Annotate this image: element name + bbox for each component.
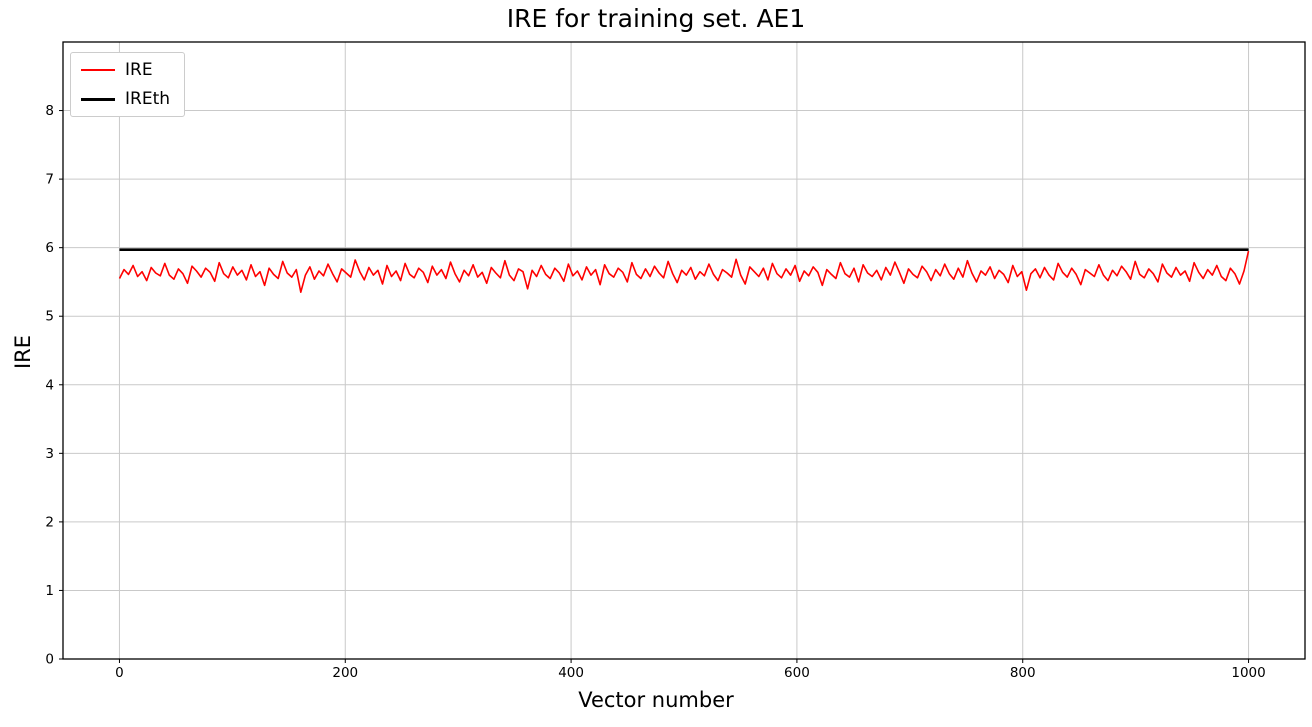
y-tick-label: 4: [45, 377, 54, 393]
y-tick-label: 7: [45, 172, 54, 188]
x-tick-label: 600: [784, 665, 810, 681]
y-tick-label: 8: [45, 103, 54, 119]
x-tick-label: 400: [558, 665, 584, 681]
legend-entry-ireth: IREth: [81, 88, 171, 109]
y-tick-label: 3: [45, 446, 54, 462]
x-tick-label: 1000: [1231, 665, 1265, 681]
legend-line-sample-ireth: [81, 97, 115, 101]
legend: IRE IREth: [70, 52, 186, 118]
y-tick-label: 5: [45, 309, 54, 325]
y-axis-label: IRE: [11, 334, 35, 370]
y-tick-label: 6: [45, 240, 54, 256]
legend-label-ire: IRE: [125, 60, 153, 80]
y-tick-label: 1: [45, 583, 54, 599]
x-tick-label: 0: [115, 665, 124, 681]
legend-line-sample-ire: [81, 69, 115, 72]
chart-title: IRE for training set. AE1: [506, 4, 806, 33]
ire-line: [118, 250, 1250, 294]
legend-entry-ire: IRE: [81, 61, 170, 80]
x-axis-label: Vector number: [578, 688, 734, 712]
x-tick-label: 200: [332, 665, 358, 681]
y-tick-label: 2: [45, 514, 54, 530]
plot-border: [62, 41, 1306, 660]
x-tick-label: 800: [1010, 665, 1036, 681]
legend-label-ireth: IREth: [125, 88, 171, 109]
y-tick-label: 0: [45, 652, 54, 668]
